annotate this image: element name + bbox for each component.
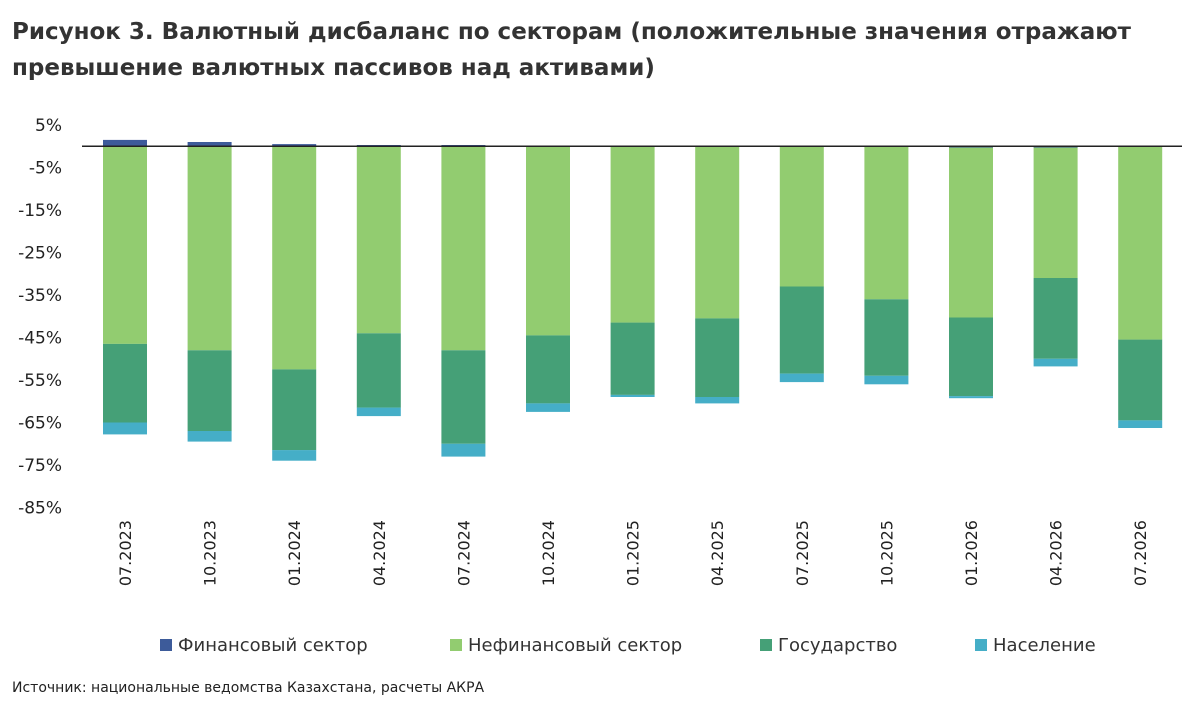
bar-segment-households-07.2023 [103, 422, 147, 435]
bar-stacks [103, 139, 1163, 461]
x-tick-label: 07.2023 [116, 520, 135, 586]
bar-segment-households-07.2024 [441, 443, 486, 457]
bar-segment-households-01.2024 [272, 450, 317, 461]
bar-segment-households-04.2024 [356, 407, 401, 417]
legend-swatch [160, 639, 172, 651]
y-tick-label: -35% [18, 286, 62, 306]
x-tick-label: 04.2024 [370, 520, 389, 586]
legend-item-nonfinancial: Нефинансовый сектор [450, 632, 682, 658]
bar-segment-households-10.2024 [526, 403, 570, 412]
x-tick-label: 04.2025 [708, 520, 727, 586]
x-tick-label: 07.2024 [454, 520, 473, 586]
bar-segment-nonfinancial-10.2025 [864, 146, 909, 300]
legend-item-government: Государство [760, 632, 897, 658]
legend-label: Финансовый сектор [178, 634, 368, 656]
bar-segment-government-07.2023 [103, 343, 147, 423]
x-tick-label: 01.2024 [285, 520, 304, 586]
y-tick-label: 5% [35, 116, 62, 136]
bar-segment-government-07.2025 [779, 286, 824, 374]
y-tick-label: -85% [18, 499, 62, 519]
x-tick-label: 01.2025 [624, 520, 643, 586]
bar-segment-financial-07.2023 [103, 139, 147, 147]
bar-segment-nonfinancial-04.2026 [1033, 147, 1078, 278]
bar-segment-nonfinancial-01.2024 [272, 146, 317, 370]
bar-segment-households-10.2025 [864, 375, 909, 385]
bar-segment-financial-01.2024 [272, 144, 317, 147]
legend-label: Государство [778, 634, 898, 656]
bar-segment-nonfinancial-01.2026 [949, 147, 993, 318]
y-axis-ticks: 5% -5% -15% -25% -35% -45% -55% -65% -75% -85% [18, 116, 62, 519]
bar-segment-households-07.2026 [1118, 420, 1163, 428]
chart-plot-area: 5% -5% -15% -25% -35% -45% -55% -65% -75% -85% 07… [18, 116, 1182, 586]
bar-segment-nonfinancial-01.2025 [610, 146, 655, 323]
bar-segment-households-04.2026 [1033, 358, 1078, 367]
x-tick-label: 04.2026 [1047, 520, 1066, 586]
y-tick-label: -55% [18, 371, 62, 391]
legend-item-households: Население [975, 632, 1096, 658]
bar-segment-government-10.2024 [526, 335, 570, 404]
bar-segment-financial-10.2023 [187, 142, 232, 147]
bar-segment-government-04.2026 [1033, 278, 1078, 359]
x-tick-label: 10.2025 [877, 520, 896, 586]
source-note: Источник: национальные ведомства Казахст… [12, 680, 485, 696]
legend-item-financial: Финансовый сектор [160, 632, 368, 658]
x-tick-label: 07.2025 [793, 520, 812, 586]
bar-segment-households-07.2025 [779, 373, 824, 383]
x-tick-label: 10.2023 [201, 520, 220, 586]
y-tick-label: -75% [18, 456, 62, 476]
bar-segment-nonfinancial-07.2026 [1118, 146, 1163, 340]
legend-swatch [975, 639, 987, 651]
chart-legend: Финансовый сектор Нефинансовый сектор Госу… [0, 632, 1200, 658]
y-tick-label: -5% [29, 159, 62, 179]
x-tick-label: 07.2026 [1131, 520, 1150, 586]
bar-segment-nonfinancial-07.2023 [103, 146, 147, 344]
legend-label: Нефинансовый сектор [468, 634, 683, 656]
legend-label: Население [993, 634, 1096, 656]
legend-swatch [450, 639, 462, 651]
bar-segment-nonfinancial-04.2024 [356, 146, 401, 334]
bar-segment-government-07.2024 [441, 350, 486, 444]
bar-segment-government-01.2026 [949, 317, 993, 397]
bar-segment-nonfinancial-07.2025 [779, 146, 824, 287]
legend-swatch [760, 639, 772, 651]
bar-segment-government-01.2025 [610, 322, 655, 395]
bar-segment-nonfinancial-10.2024 [526, 146, 570, 336]
bar-segment-government-04.2024 [356, 333, 401, 408]
bar-segment-nonfinancial-10.2023 [187, 146, 232, 351]
bar-segment-government-01.2024 [272, 369, 317, 451]
x-tick-label: 01.2026 [962, 520, 981, 586]
bar-segment-nonfinancial-07.2024 [441, 146, 486, 351]
bar-segment-government-04.2025 [695, 318, 740, 397]
y-tick-label: -15% [18, 201, 62, 221]
y-tick-label: -45% [18, 329, 62, 349]
bar-segment-government-10.2025 [864, 299, 909, 376]
bar-segment-households-01.2025 [610, 394, 655, 397]
bar-segment-government-07.2026 [1118, 339, 1163, 421]
bar-segment-government-10.2023 [187, 350, 232, 432]
bar-segment-nonfinancial-04.2025 [695, 146, 740, 319]
bar-segment-households-04.2025 [695, 397, 740, 404]
x-axis-ticks: 07.2023 10.2023 01.2024 04.2024 07.2024 10.20… [116, 520, 1150, 586]
chart-title: Рисунок 3. Валютный дисбаланс по сектора… [12, 19, 1131, 81]
y-tick-label: -25% [18, 244, 62, 264]
bar-segment-households-01.2026 [949, 396, 993, 399]
y-tick-label: -65% [18, 414, 62, 434]
bar-segment-households-10.2023 [187, 431, 232, 442]
x-tick-label: 10.2024 [539, 520, 558, 586]
